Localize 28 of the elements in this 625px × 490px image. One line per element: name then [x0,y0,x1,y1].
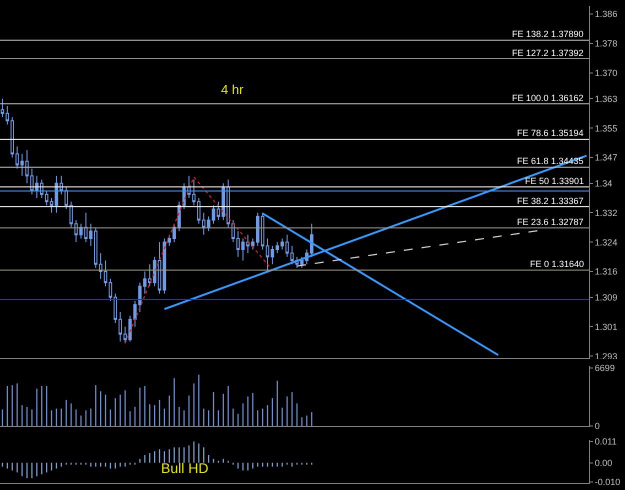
ref-line-label: FE 138.2 1.37890 [512,29,584,39]
y-tick-label: 6699 [594,362,615,373]
y-tick-label: 1.347 [594,152,618,163]
y-tick-label: 1.355 [594,123,618,134]
ref-line-label: FE 78.6 1.35194 [517,128,584,138]
y-tick-label: 0.00 [594,458,612,468]
y-tick-label: 1.370 [594,68,618,78]
y-tick-label: 1.324 [594,237,618,248]
ref-line-label: FE 23.6 1.32787 [517,217,584,227]
y-tick-label: 1.34 [594,178,612,188]
y-tick-label: 1.293 [594,351,618,362]
ref-line-label: FE 38.2 1.33367 [517,196,584,206]
y-tick-label: 1.386 [594,9,618,20]
annotation: 4 hr [221,82,244,97]
y-tick-label: 1.363 [594,94,618,104]
y-tick-label: 1.316 [594,266,618,277]
ref-line-label: FE 100.0 1.36162 [512,93,584,103]
annotation: Bull HD [161,460,208,476]
y-tick-label: 0 [594,421,600,432]
y-tick-label: 1.332 [594,208,618,218]
y-tick-label: -0.010 [594,477,620,488]
ref-line-label: FE 50 1.33901 [525,176,584,186]
y-tick-label: 1.301 [594,322,618,332]
y-tick-label: 1.309 [594,292,618,302]
ref-line-label: FE 127.2 1.37392 [512,48,584,58]
y-tick-label: 1.378 [594,38,618,49]
y-tick-label: 0.011 [594,436,617,447]
ref-line-label: FE 0 1.31640 [530,259,584,269]
